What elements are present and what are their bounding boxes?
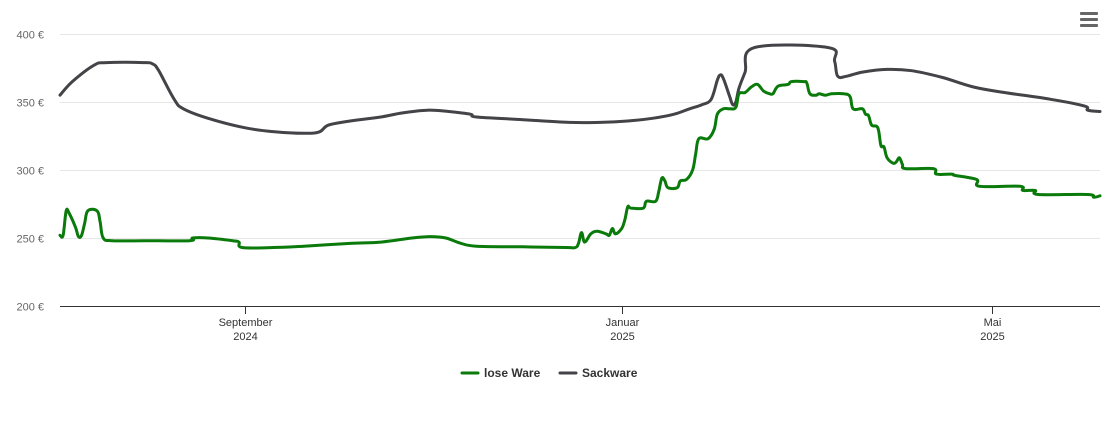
legend-item-lose-ware[interactable]: lose Ware [460, 366, 541, 380]
grid-lines [60, 34, 1100, 239]
x-tick-label-year: 2024 [233, 331, 257, 343]
x-tick-label-year: 2025 [980, 331, 1004, 343]
y-axis: 200 € 250 € 300 € 350 € 400 € [16, 30, 44, 314]
series-line-lose-ware[interactable] [58, 79, 1102, 250]
hamburger-menu-icon[interactable] [1078, 12, 1100, 32]
y-tick-label: 300 € [16, 166, 44, 178]
x-axis: September 2024 Januar 2025 Mai 2025 [219, 306, 1005, 343]
x-tick-label-year: 2025 [610, 331, 634, 343]
legend-label: lose Ware [484, 366, 541, 380]
y-tick-label: 200 € [16, 302, 44, 314]
menu-icon-bar [1080, 12, 1098, 15]
series-group [58, 43, 1102, 250]
x-tick-label: Januar [606, 317, 640, 329]
x-tick-label: Mai [984, 317, 1002, 329]
series-line-sackware[interactable] [58, 43, 1102, 135]
y-tick-label: 400 € [16, 30, 44, 42]
y-tick-label: 250 € [16, 234, 44, 246]
menu-icon-bar [1080, 24, 1098, 27]
x-tick-label: September [219, 317, 273, 329]
menu-icon-bar [1080, 18, 1098, 21]
legend[interactable]: lose Ware Sackware [460, 366, 638, 380]
y-tick-label: 350 € [16, 98, 44, 110]
legend-item-sackware[interactable]: Sackware [558, 366, 638, 380]
legend-label: Sackware [582, 366, 638, 380]
